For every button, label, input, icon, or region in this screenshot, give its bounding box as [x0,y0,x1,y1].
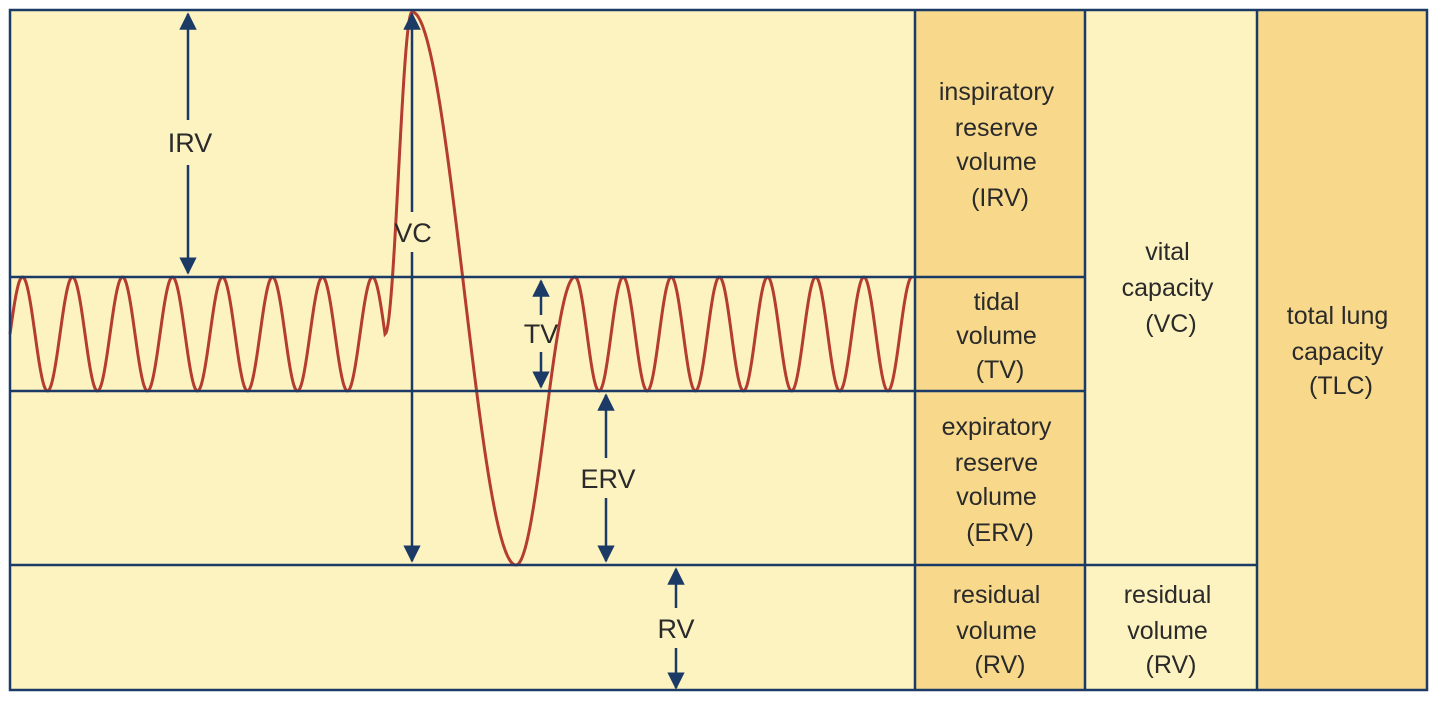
erv-label: ERV [580,464,635,494]
graph-area [10,10,915,690]
breathing-trace [8,10,913,567]
vc-label: VC [394,218,432,248]
irv-volume-label: inspiratory reserve volume (IRV) [939,78,1061,212]
total-column [1257,10,1427,690]
irv-label: IRV [168,128,213,158]
rv-capacity-label: residual volume (RV) [1124,581,1219,679]
erv-volume-label: expiratory reserve volume (ERV) [942,413,1059,547]
outer-border [8,8,1429,692]
rv-volume-label: residual volume (RV) [953,581,1048,679]
vc-capacity-label: vital capacity (VC) [1122,238,1221,338]
rv-label: RV [657,614,694,644]
capacity-column [1085,10,1257,690]
tv-volume-label: tidal volume (TV) [956,288,1044,384]
tlc-label: total lung capacity (TLC) [1287,302,1395,400]
diagram-lines [8,8,1429,692]
volume-column [915,10,1085,690]
tv-label: TV [524,319,559,349]
